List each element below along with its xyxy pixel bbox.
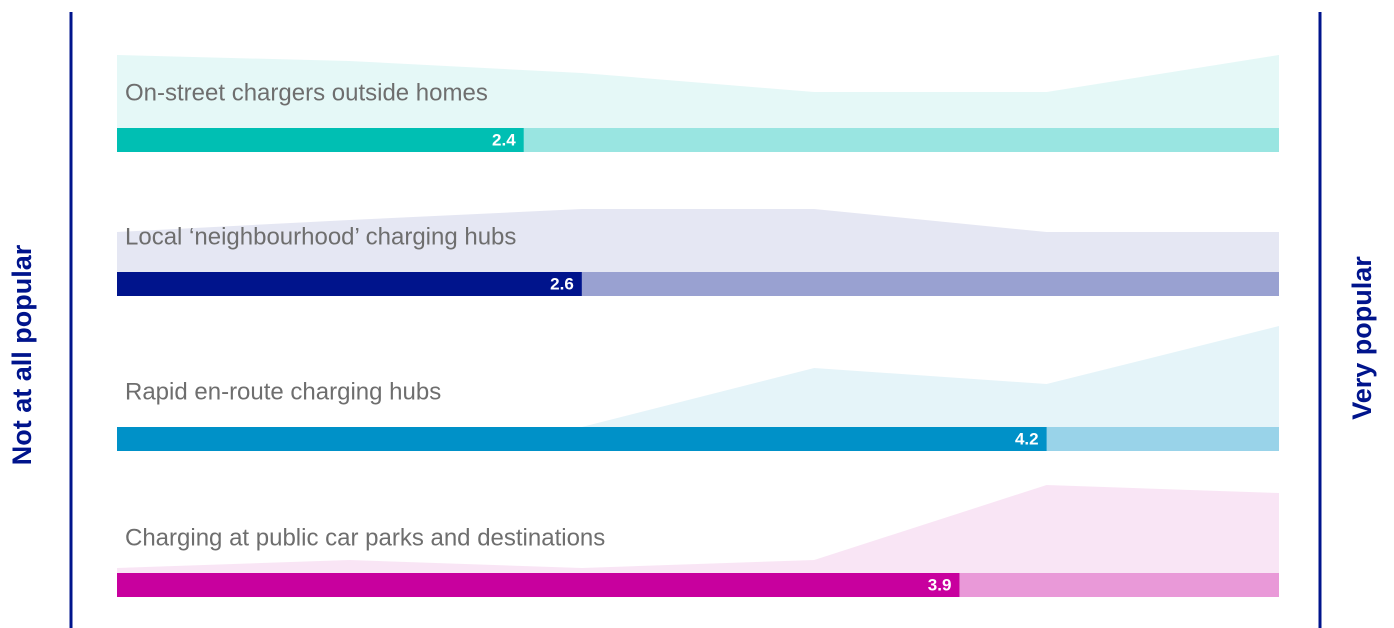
distribution-area [117,209,1279,272]
row-label: Local ‘neighbourhood’ charging hubs [125,223,516,250]
value-label: 2.6 [550,274,574,293]
bar [117,427,1047,451]
bar [117,573,960,597]
value-label: 3.9 [928,575,952,594]
right-label: Very popular [1347,256,1377,420]
bar [117,128,524,152]
row-label: Rapid en-route charging hubs [125,378,441,405]
row-label: On-street chargers outside homes [125,79,488,106]
distribution-area [117,55,1279,128]
left-label: Not at all popular [7,244,37,465]
value-label: 2.4 [492,130,516,149]
value-label: 4.2 [1015,429,1039,448]
distribution-area [117,326,1279,427]
bar [117,272,582,296]
row-label: Charging at public car parks and destina… [125,524,605,551]
distribution-area [117,485,1279,573]
